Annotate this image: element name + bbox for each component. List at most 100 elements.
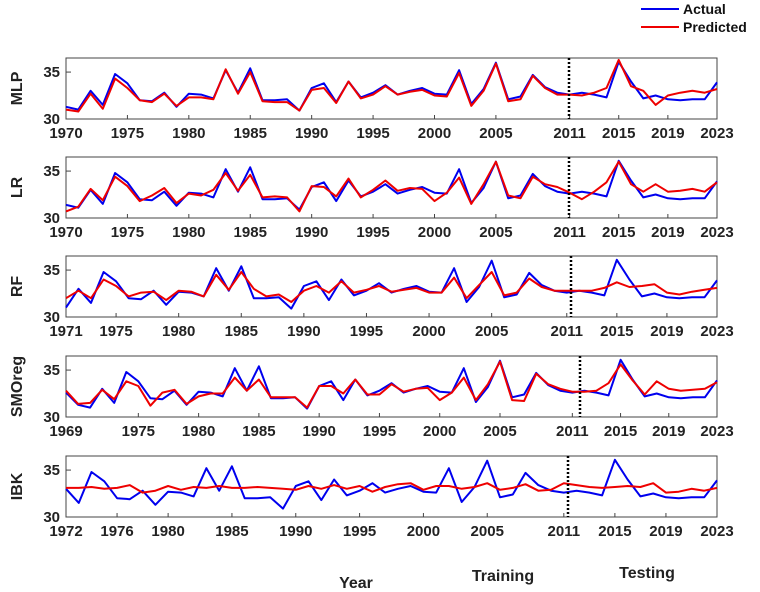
x-tick-ibk-1976: 1976: [100, 523, 133, 540]
x-tick-ibk-1985: 1985: [215, 523, 248, 540]
y-axis-label-ibk: IBK: [9, 472, 26, 500]
x-tick-mlp-2000: 2000: [418, 125, 451, 142]
x-tick-mlp-2005: 2005: [479, 125, 512, 142]
x-tick-smoreg-1975: 1975: [122, 423, 155, 440]
y-axis-label-lr: LR: [9, 176, 26, 198]
series-ibk-predicted: [66, 482, 718, 494]
series-rf-predicted: [65, 271, 718, 303]
x-tick-ibk-2015: 2015: [598, 523, 631, 540]
x-axis-label: Year: [339, 575, 373, 592]
x-tick-smoreg-1969: 1969: [49, 423, 82, 440]
y-axis-label-smoreg: SMOreg: [9, 356, 26, 417]
y-axis-label-mlp: MLP: [9, 71, 26, 105]
x-tick-rf-1980: 1980: [162, 323, 195, 340]
x-tick-lr-1985: 1985: [234, 224, 267, 241]
x-tick-mlp-1970: 1970: [49, 125, 82, 142]
axes-box-rf: [65, 255, 718, 318]
x-tick-smoreg-1985: 1985: [242, 423, 275, 440]
x-tick-rf-1971: 1971: [49, 323, 82, 340]
x-tick-lr-1970: 1970: [49, 224, 82, 241]
series-smoreg-predicted: [65, 360, 718, 409]
x-tick-smoreg-2000: 2000: [423, 423, 456, 440]
x-tick-mlp-1980: 1980: [172, 125, 205, 142]
y-axis-label-rf: RF: [9, 276, 26, 298]
x-tick-rf-1975: 1975: [99, 323, 132, 340]
x-tick-lr-1990: 1990: [295, 224, 328, 241]
axes-box-ibk: [65, 455, 718, 518]
y-tick-smoreg-35: 35: [43, 362, 60, 379]
x-tick-ibk-1980: 1980: [151, 523, 184, 540]
x-tick-ibk-2023: 2023: [700, 523, 733, 540]
panels: 30 35 1970 1975 1980 1985 1990 1995 2000 2005 2011…: [9, 57, 734, 540]
series-mlp-actual: [65, 60, 718, 112]
x-tick-mlp-2019: 2019: [651, 125, 684, 142]
series-lr-actual: [65, 159, 718, 211]
x-tick-ibk-2019: 2019: [649, 523, 682, 540]
x-tick-smoreg-2011: 2011: [556, 423, 589, 440]
x-tick-mlp-2011: 2011: [553, 125, 586, 142]
x-tick-ibk-1990: 1990: [279, 523, 312, 540]
x-tick-smoreg-2023: 2023: [700, 423, 733, 440]
y-tick-rf-35: 35: [43, 262, 60, 279]
x-tick-rf-2011: 2011: [550, 323, 583, 340]
y-tick-rf-30: 30: [43, 309, 60, 326]
panel-rf: 30 35 1971 1975 1980 1985 1990 1995 2000 2005 2011…: [9, 255, 734, 340]
x-tick-mlp-1990: 1990: [295, 125, 328, 142]
y-tick-ibk-30: 30: [43, 509, 60, 526]
x-tick-rf-1985: 1985: [225, 323, 258, 340]
y-tick-lr-35: 35: [43, 163, 60, 180]
x-tick-rf-2005: 2005: [475, 323, 508, 340]
x-tick-lr-1995: 1995: [356, 224, 389, 241]
x-tick-smoreg-1995: 1995: [363, 423, 396, 440]
x-tick-mlp-1995: 1995: [356, 125, 389, 142]
x-tick-rf-2023: 2023: [700, 323, 733, 340]
legend: Actual Predicted: [641, 1, 747, 35]
legend-actual-label: Actual: [683, 1, 726, 17]
x-tick-lr-1975: 1975: [111, 224, 144, 241]
y-tick-smoreg-30: 30: [43, 409, 60, 426]
x-tick-mlp-1975: 1975: [111, 125, 144, 142]
x-tick-lr-2015: 2015: [602, 224, 635, 241]
x-tick-lr-2011: 2011: [553, 224, 586, 241]
x-tick-rf-2000: 2000: [412, 323, 445, 340]
x-tick-rf-2015: 2015: [600, 323, 633, 340]
axes-box-smoreg: [65, 355, 718, 418]
x-tick-mlp-1985: 1985: [234, 125, 267, 142]
series-mlp-predicted: [65, 58, 718, 113]
y-tick-mlp-35: 35: [43, 64, 60, 81]
x-tick-lr-2019: 2019: [651, 224, 684, 241]
x-tick-mlp-2023: 2023: [700, 125, 733, 142]
testing-label: Testing: [619, 565, 675, 582]
y-tick-ibk-35: 35: [43, 462, 60, 479]
x-tick-lr-2005: 2005: [479, 224, 512, 241]
legend-predicted-label: Predicted: [683, 19, 747, 35]
x-tick-lr-2000: 2000: [418, 224, 451, 241]
x-tick-smoreg-1990: 1990: [302, 423, 335, 440]
panel-smoreg: 30 35 1969 1975 1980 1985 1990 1995 2000 2005 2011…: [9, 355, 734, 440]
x-tick-smoreg-1980: 1980: [182, 423, 215, 440]
x-tick-smoreg-2019: 2019: [652, 423, 685, 440]
panel-lr: 30 35 1970 1975 1980 1985 1990 1995 2000 2005 2011…: [9, 156, 734, 241]
x-tick-rf-1990: 1990: [287, 323, 320, 340]
x-tick-smoreg-2015: 2015: [604, 423, 637, 440]
x-tick-lr-1980: 1980: [172, 224, 205, 241]
x-tick-smoreg-2005: 2005: [483, 423, 516, 440]
x-tick-ibk-1972: 1972: [49, 523, 82, 540]
panel-mlp: 30 35 1970 1975 1980 1985 1990 1995 2000 2005 2011…: [9, 57, 734, 142]
y-tick-lr-30: 30: [43, 210, 60, 227]
series-ibk-actual: [65, 458, 718, 510]
x-tick-lr-2023: 2023: [700, 224, 733, 241]
x-tick-ibk-1995: 1995: [343, 523, 376, 540]
x-tick-mlp-2015: 2015: [602, 125, 635, 142]
x-tick-ibk-2011: 2011: [548, 523, 581, 540]
panel-ibk: 30 35 1972 1976 1980 1985 1990 1995 2000 2005 2011…: [9, 455, 734, 540]
x-tick-ibk-2005: 2005: [471, 523, 504, 540]
y-tick-mlp-30: 30: [43, 111, 60, 128]
x-tick-rf-2019: 2019: [650, 323, 683, 340]
training-label: Training: [472, 568, 534, 585]
series-lr-predicted: [65, 160, 718, 213]
axes-box-mlp: [65, 57, 718, 120]
x-tick-rf-1995: 1995: [350, 323, 383, 340]
x-tick-ibk-2000: 2000: [407, 523, 440, 540]
